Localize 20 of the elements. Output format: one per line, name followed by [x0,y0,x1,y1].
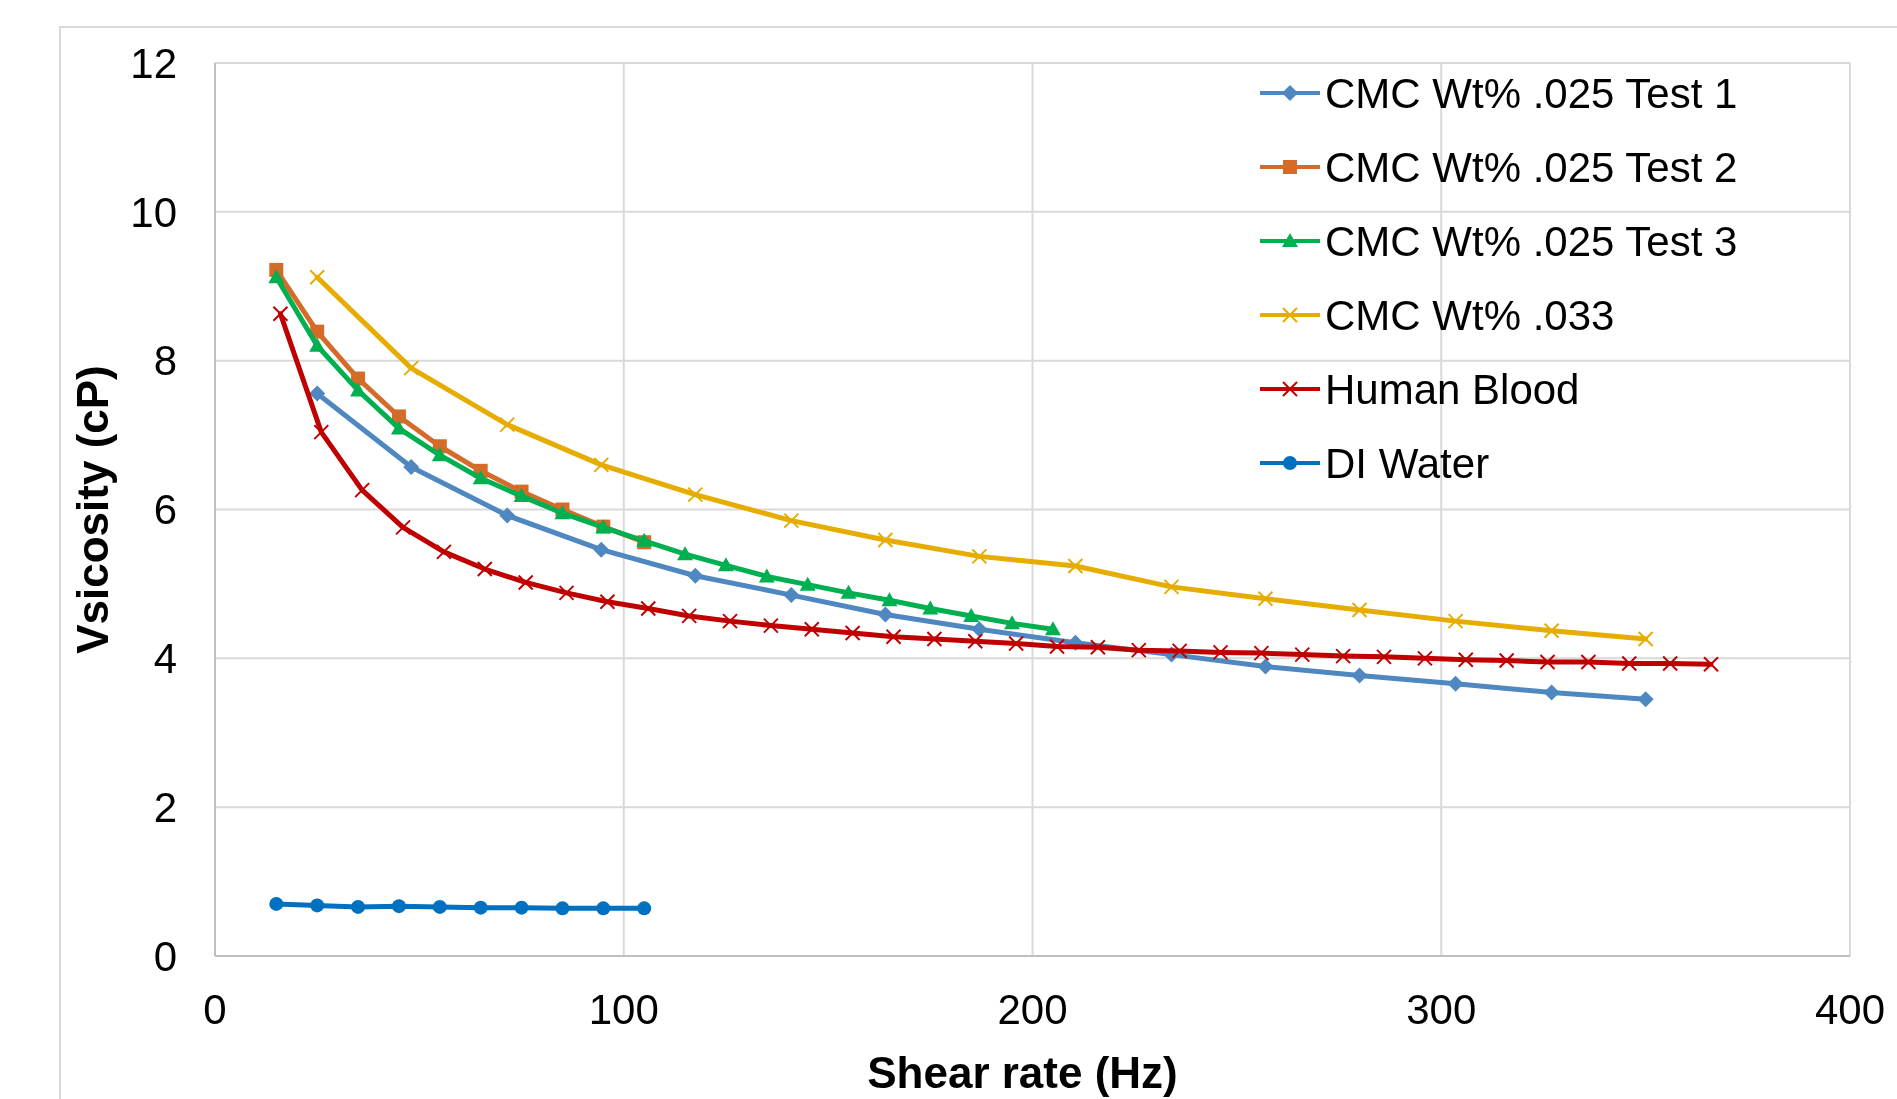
y-tick-label: 10 [130,188,177,236]
x-tick-label: 0 [203,986,227,1033]
legend-label: DI Water [1325,439,1490,487]
y-tick-label: 0 [153,932,177,980]
legend-label: CMC Wt% .025 Test 2 [1325,143,1738,191]
y-tick-label: 6 [153,486,177,534]
x-tick-label: 200 [997,986,1068,1033]
x-tick-label: 300 [1406,986,1477,1033]
legend-label: CMC Wt% .025 Test 1 [1325,69,1738,117]
y-tick-label: 12 [130,39,177,87]
y-tick-label: 8 [153,337,177,385]
x-axis-title: Shear rate (Hz) [867,1048,1178,1097]
x-tick-label: 400 [1814,986,1886,1033]
y-tick-label: 4 [153,635,177,683]
legend-label: CMC Wt% .025 Test 3 [1325,217,1738,265]
x-tick-label: 100 [588,986,659,1033]
y-axis-title: Vsicosity (cP) [68,365,117,654]
y-tick-label: 2 [153,783,177,831]
legend-label: Human Blood [1325,365,1580,413]
legend-label: CMC Wt% .033 [1325,291,1615,339]
